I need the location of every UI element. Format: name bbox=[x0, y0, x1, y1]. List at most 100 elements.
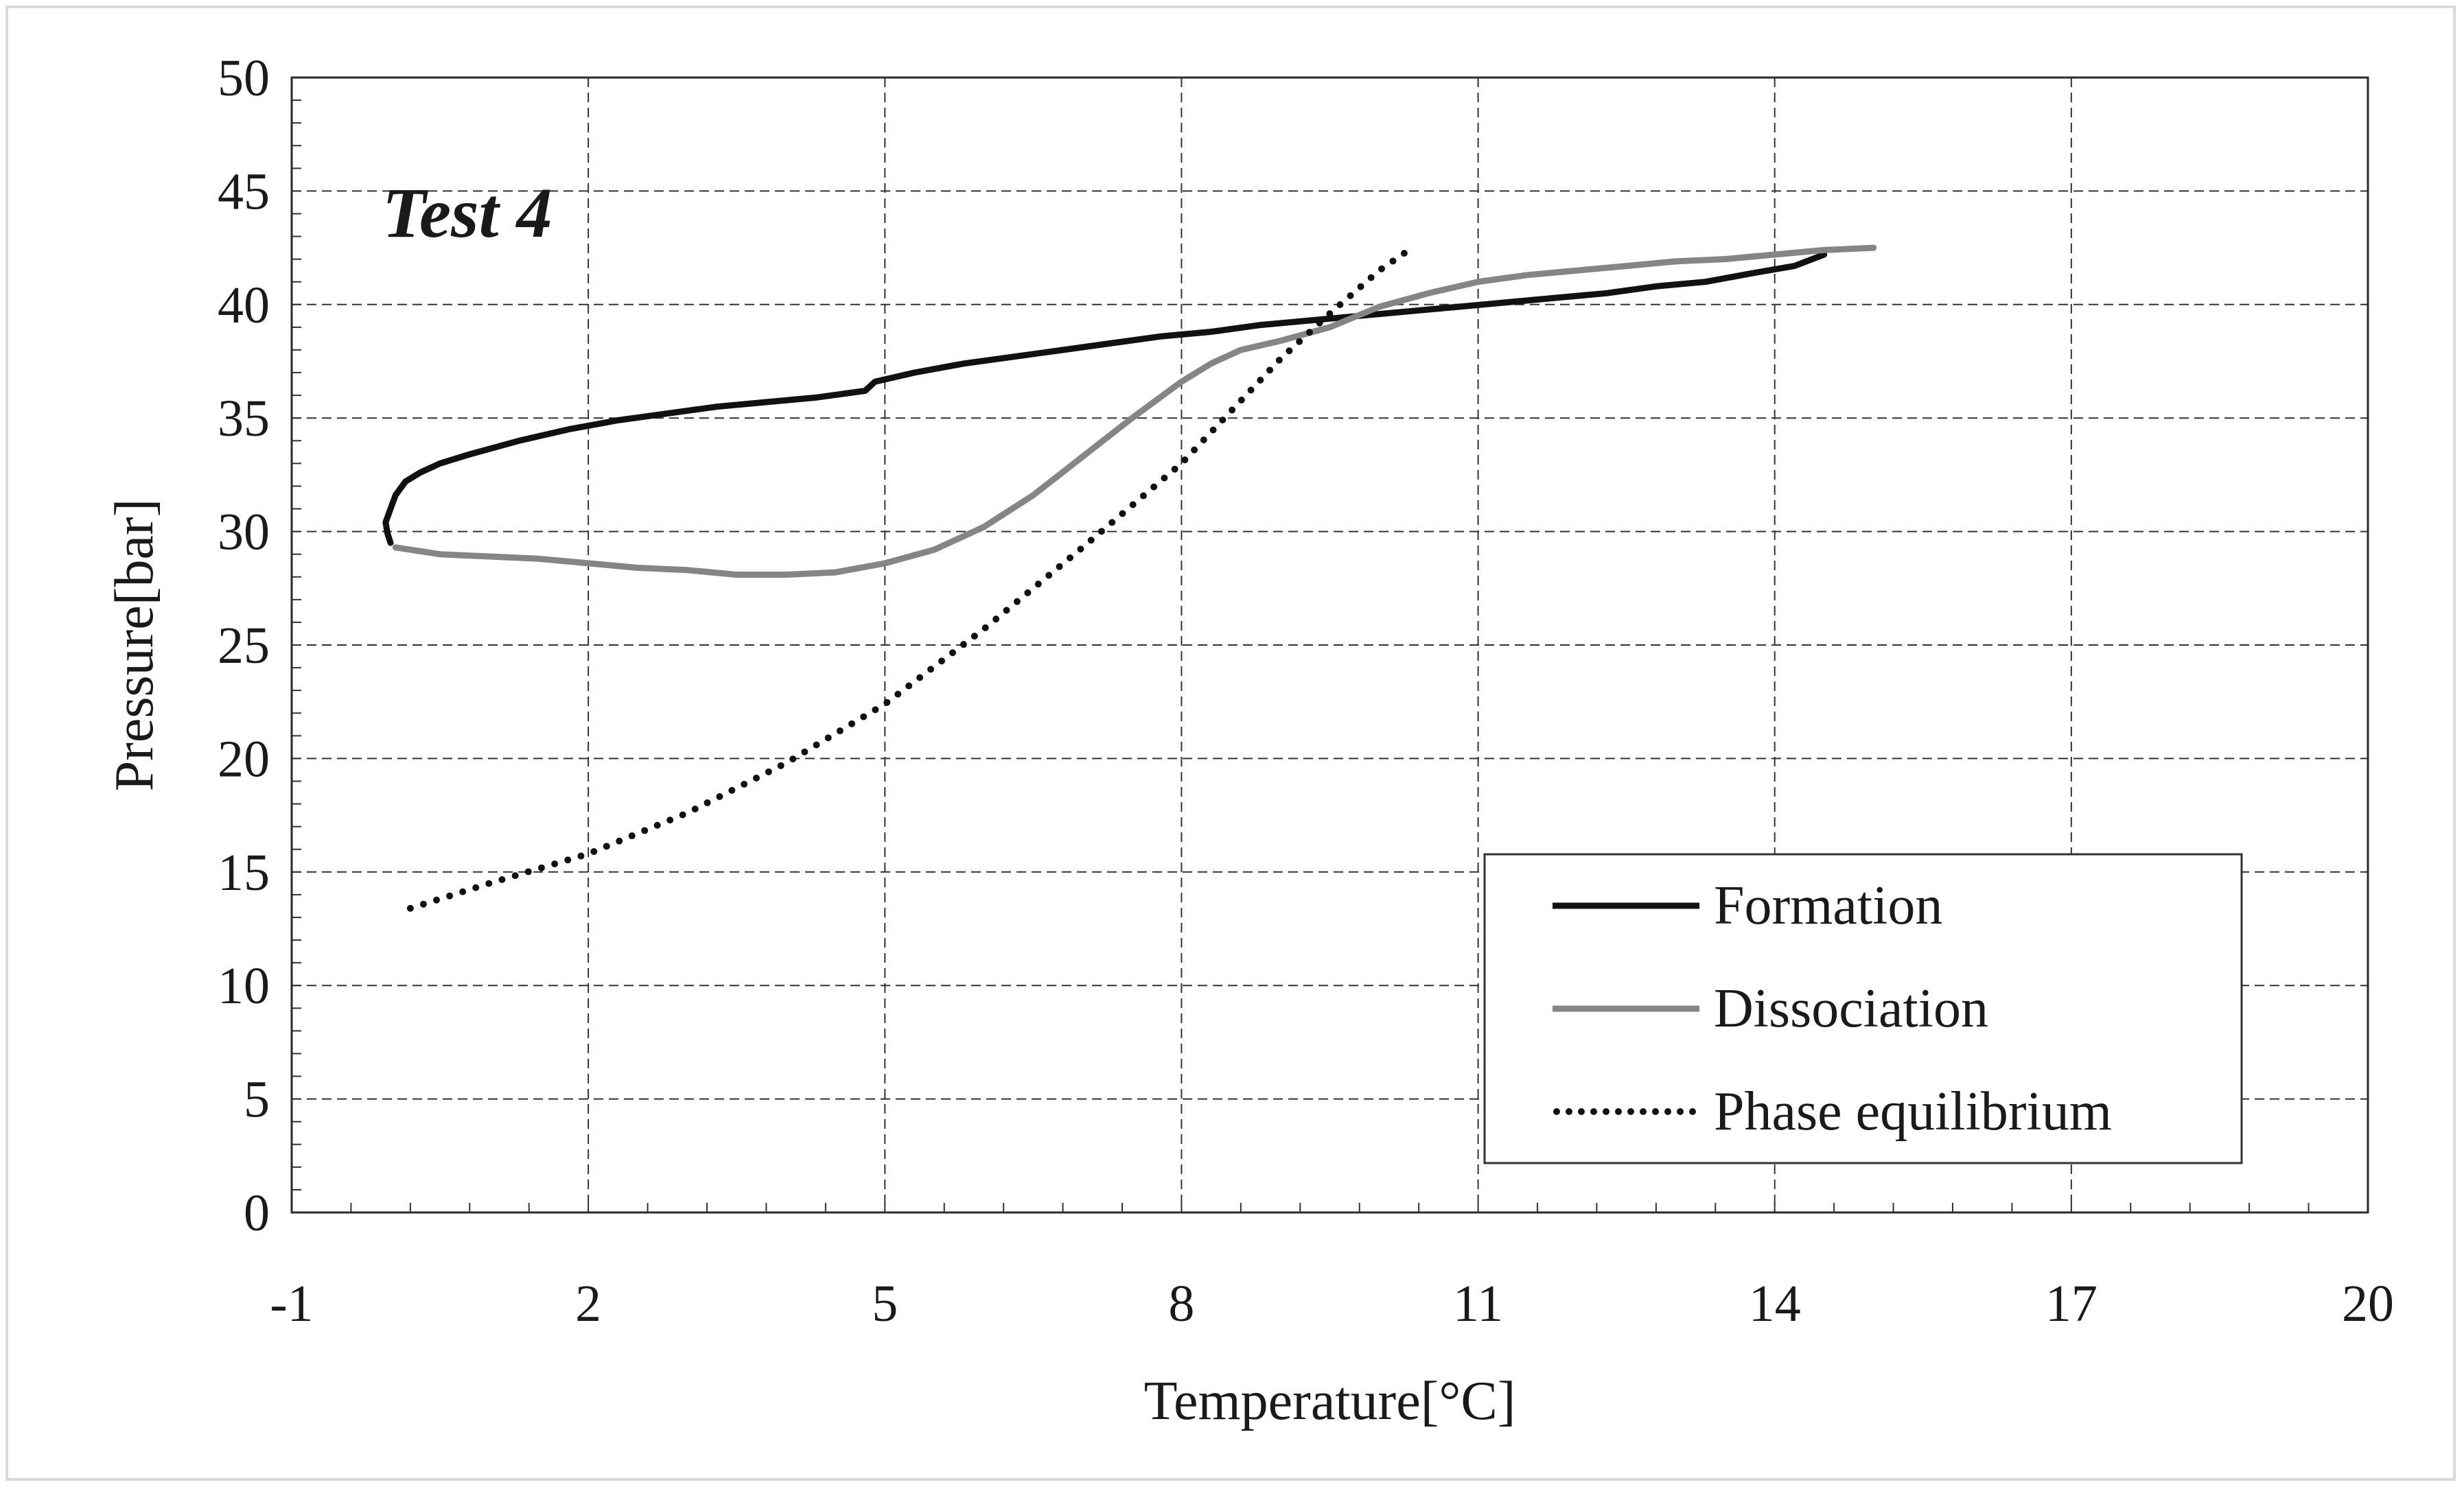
y-tick-label: 10 bbox=[218, 957, 270, 1015]
series-dot bbox=[1139, 492, 1147, 500]
legend-swatch-dot bbox=[1566, 1108, 1572, 1115]
series-dot bbox=[716, 793, 723, 800]
series-dot bbox=[1108, 519, 1116, 526]
series-dot bbox=[459, 888, 467, 895]
series-dot bbox=[927, 666, 935, 673]
series-dot bbox=[1305, 329, 1313, 336]
series-dot bbox=[916, 674, 924, 681]
series-dot bbox=[860, 713, 868, 720]
series-dot bbox=[905, 682, 913, 690]
annotation-label: Test 4 bbox=[382, 174, 553, 253]
x-axis-title: Temperature[°C] bbox=[1144, 1371, 1516, 1431]
series-dot bbox=[485, 880, 493, 887]
series-dot bbox=[446, 892, 454, 900]
series-dot bbox=[524, 868, 532, 876]
series-dot bbox=[728, 786, 736, 794]
y-tick-label: 0 bbox=[244, 1184, 270, 1242]
x-tick-label: -1 bbox=[270, 1275, 313, 1333]
y-tick-label: 50 bbox=[218, 49, 270, 107]
series-dot bbox=[1296, 338, 1303, 345]
series-formation-line bbox=[382, 251, 1828, 546]
x-tick-label: 2 bbox=[575, 1275, 601, 1333]
legend-swatch-dot bbox=[1578, 1108, 1585, 1115]
series-dot bbox=[1150, 483, 1158, 491]
series-dot bbox=[1347, 292, 1354, 299]
plot-area bbox=[290, 76, 2369, 1214]
series-dot bbox=[564, 856, 572, 864]
series-dot bbox=[1077, 546, 1084, 553]
series-dot bbox=[1326, 310, 1334, 318]
series-dot bbox=[1024, 589, 1032, 596]
x-tick-label: 8 bbox=[1168, 1275, 1194, 1333]
series-dot bbox=[666, 817, 674, 824]
series-dot bbox=[616, 837, 623, 845]
series-dot bbox=[872, 706, 879, 714]
x-tick-label: 20 bbox=[2342, 1275, 2394, 1333]
series-dot bbox=[824, 734, 832, 742]
series-dot bbox=[938, 657, 946, 665]
series-dot bbox=[883, 699, 891, 706]
series-dot bbox=[1181, 456, 1189, 464]
series-dot bbox=[1171, 465, 1178, 473]
series-dot bbox=[1367, 274, 1375, 281]
series-dot bbox=[801, 748, 809, 755]
series-dot bbox=[1266, 366, 1274, 374]
series-dot bbox=[1161, 474, 1168, 482]
x-tick-label: 11 bbox=[1453, 1275, 1503, 1333]
series-dot bbox=[789, 755, 797, 763]
series-dot bbox=[628, 832, 636, 840]
legend-label: Phase equilibrium bbox=[1714, 1081, 2112, 1142]
legend: Formation Dissociation Phase equilibrium bbox=[1483, 853, 2243, 1164]
series-dot bbox=[419, 900, 427, 908]
series-dot bbox=[1119, 510, 1126, 517]
y-axis-title: Pressure[bar] bbox=[104, 499, 165, 791]
chart-frame bbox=[5, 5, 2456, 1481]
series-dot bbox=[981, 624, 989, 631]
series-dot bbox=[971, 633, 978, 640]
legend-swatch-dot bbox=[1590, 1108, 1597, 1115]
series-dot bbox=[433, 896, 441, 904]
series-dot bbox=[603, 843, 610, 850]
y-tick-labels: 0 5 10 15 20 25 30 35 40 45 50 bbox=[218, 49, 270, 1242]
series-dot bbox=[406, 904, 414, 912]
series-dot bbox=[1389, 257, 1397, 265]
series-dot bbox=[960, 641, 967, 648]
series-dot bbox=[1357, 283, 1364, 290]
x-tick-label: 5 bbox=[872, 1275, 898, 1333]
series-dot bbox=[1129, 501, 1137, 508]
legend-swatch-dot bbox=[1603, 1108, 1609, 1115]
series-dot bbox=[813, 741, 820, 749]
series-dot bbox=[653, 821, 661, 829]
series-dot bbox=[1316, 319, 1323, 327]
x-tick-label: 14 bbox=[1749, 1275, 1801, 1333]
legend-swatch-dot bbox=[1627, 1108, 1634, 1115]
y-tick-label: 15 bbox=[218, 844, 270, 902]
series-dot bbox=[472, 884, 480, 891]
series-dot bbox=[1056, 563, 1063, 570]
series-layer bbox=[382, 244, 1877, 912]
y-tick-label: 25 bbox=[218, 617, 270, 675]
minor-ticks bbox=[291, 77, 2369, 1213]
series-dot bbox=[1286, 347, 1293, 355]
series-dot bbox=[848, 720, 856, 727]
series-dot bbox=[641, 827, 649, 834]
series-dot bbox=[1067, 554, 1074, 561]
y-tick-label: 5 bbox=[244, 1071, 270, 1129]
series-dot bbox=[590, 847, 598, 855]
series-dot bbox=[1378, 265, 1385, 272]
series-dot bbox=[1191, 446, 1198, 454]
x-tick-label: 17 bbox=[2045, 1275, 2097, 1333]
legend-swatch-dot bbox=[1615, 1108, 1622, 1115]
x-tick-labels: -1 2 5 8 11 14 17 20 bbox=[270, 1275, 2394, 1333]
series-dot bbox=[836, 727, 844, 735]
series-dot bbox=[1209, 426, 1217, 434]
series-dot bbox=[741, 780, 748, 788]
series-dot bbox=[992, 615, 1000, 623]
legend-swatch-dot bbox=[1677, 1108, 1684, 1115]
legend-swatch-dot bbox=[1553, 1108, 1560, 1115]
y-tick-label: 45 bbox=[218, 163, 270, 220]
legend-swatch-dot bbox=[1689, 1108, 1696, 1115]
y-tick-label: 40 bbox=[218, 277, 270, 334]
series-dot bbox=[1097, 528, 1105, 535]
y-tick-label: 30 bbox=[218, 504, 270, 561]
